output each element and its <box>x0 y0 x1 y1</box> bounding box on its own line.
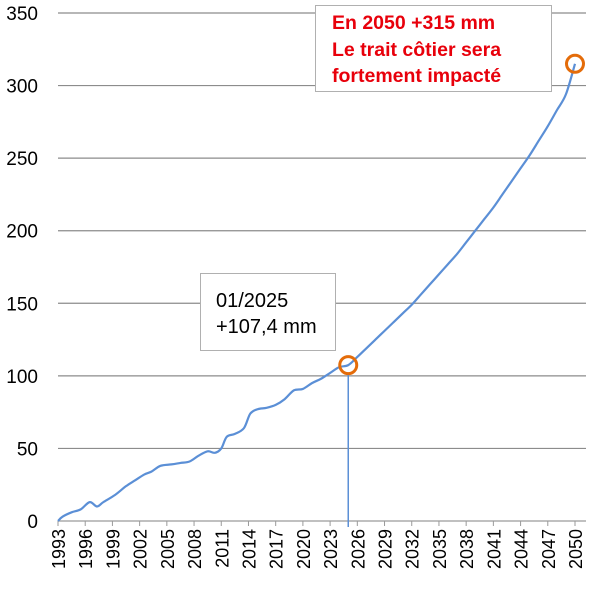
y-tick-label-100: 100 <box>6 367 38 388</box>
x-axis-ticks: 1993 1996 1999 2002 2005 2008 2011 2014 2017 2020… <box>49 521 586 569</box>
x-tick-label-2017: 2017 <box>267 529 287 569</box>
x-tick-label-2035: 2035 <box>430 529 450 569</box>
y-tick-label-250: 250 <box>6 149 38 170</box>
x-tick-label-2047: 2047 <box>539 529 559 569</box>
x-tick-label-2044: 2044 <box>512 529 532 569</box>
y-tick-label-50: 50 <box>17 439 38 460</box>
annotation-2025: 01/2025 +107,4 mm <box>200 273 336 351</box>
x-tick-label-1996: 1996 <box>76 529 96 569</box>
x-tick-label-2011: 2011 <box>212 529 232 568</box>
x-tick-label-2020: 2020 <box>294 529 314 569</box>
annotation-2025-line-1: 01/2025 <box>216 288 335 314</box>
x-tick-label-2023: 2023 <box>321 529 341 569</box>
y-tick-label-200: 200 <box>6 222 38 243</box>
annotation-2050: En 2050 +315 mm Le trait côtier sera for… <box>315 5 552 92</box>
x-tick-label-2014: 2014 <box>239 529 259 569</box>
x-tick-label-2002: 2002 <box>131 529 151 569</box>
x-tick-label-1999: 1999 <box>103 529 123 569</box>
x-tick-label-2029: 2029 <box>376 529 396 569</box>
x-tick-label-2008: 2008 <box>185 529 205 569</box>
annotation-2050-line-3: fortement impacté <box>332 63 551 90</box>
y-tick-label-350: 350 <box>6 4 38 25</box>
annotation-2050-line-1: En 2050 +315 mm <box>332 10 551 37</box>
x-tick-label-2050: 2050 <box>566 529 586 569</box>
x-tick-label-2038: 2038 <box>457 529 477 569</box>
y-axis-ticks: 0 50 100 150 200 250 300 350 <box>6 4 38 533</box>
y-tick-label-300: 300 <box>6 77 38 98</box>
annotation-2050-line-2: Le trait côtier sera <box>332 37 551 64</box>
x-tick-label-1993: 1993 <box>49 529 69 569</box>
highlight-markers <box>340 55 584 373</box>
x-tick-label-2041: 2041 <box>484 529 504 569</box>
x-tick-label-2032: 2032 <box>403 529 423 569</box>
x-tick-label-2005: 2005 <box>158 529 178 569</box>
y-tick-label-150: 150 <box>6 294 38 315</box>
y-tick-label-0: 0 <box>27 512 38 533</box>
annotation-2025-line-2: +107,4 mm <box>216 314 335 340</box>
x-tick-label-2026: 2026 <box>348 529 368 569</box>
